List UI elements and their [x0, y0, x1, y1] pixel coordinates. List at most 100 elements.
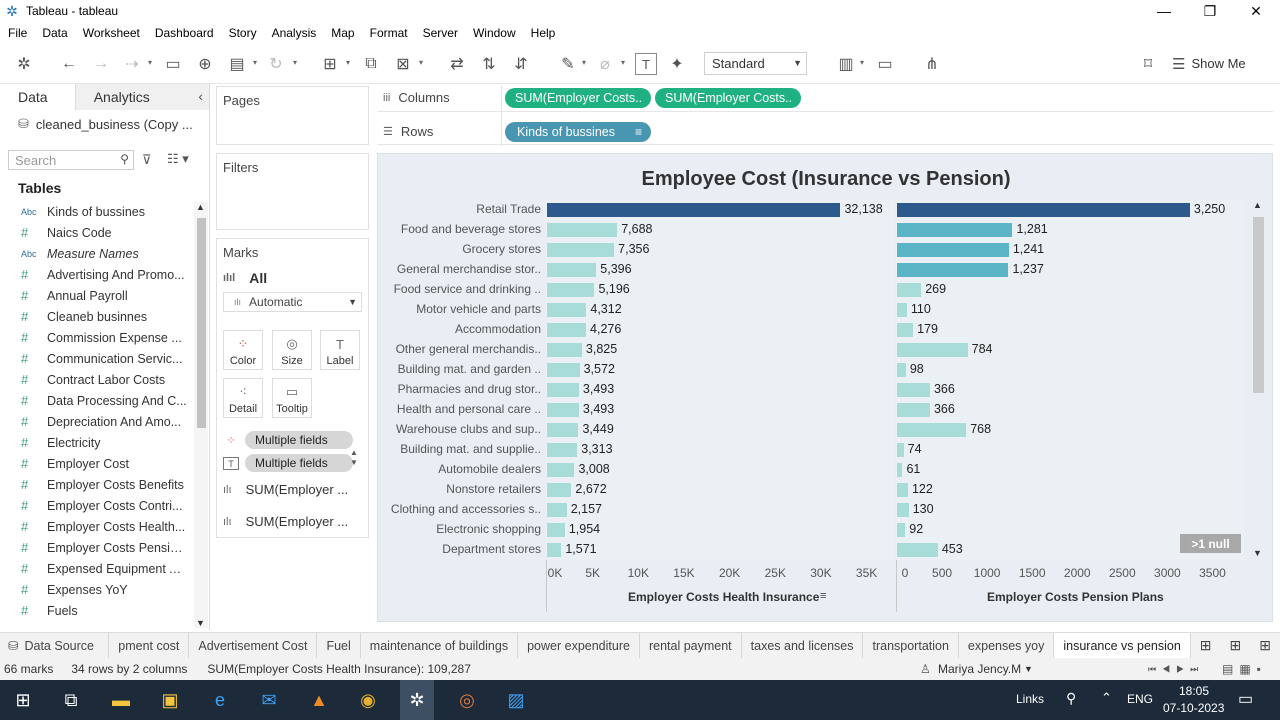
label-button[interactable]: T Label	[320, 330, 360, 370]
bar-mark[interactable]	[547, 543, 562, 557]
scroll-thumb[interactable]	[197, 218, 206, 428]
field-item[interactable]: # Data Processing And C...	[0, 390, 193, 411]
links-toolbar[interactable]: Links	[1016, 692, 1045, 706]
sheet-nav-icon[interactable]: ⏮◀▶⏭	[1148, 663, 1205, 674]
bar-mark[interactable]	[897, 323, 914, 337]
bar-mark[interactable]	[547, 363, 580, 377]
new-dashboard-tab-icon[interactable]: ⊞	[1229, 637, 1242, 653]
filters-card[interactable]: Filters	[216, 153, 369, 230]
row-label[interactable]: Accommodation	[454, 322, 541, 336]
row-label[interactable]: Retail Trade	[476, 202, 541, 216]
sheet-tab[interactable]: maintenance of buildings	[361, 632, 519, 659]
edge-icon[interactable]: e	[214, 689, 225, 710]
row-label[interactable]: Food service and drinking ..	[393, 282, 541, 296]
group-caret-icon[interactable]: ▾	[621, 58, 626, 67]
field-item[interactable]: # Commission Expense ...	[0, 327, 193, 348]
photos-icon[interactable]: ▨	[507, 689, 525, 710]
people-icon[interactable]: ⚲	[1066, 690, 1077, 706]
bar-mark[interactable]	[547, 203, 841, 217]
language-indicator[interactable]: ENG	[1127, 692, 1154, 706]
row-label[interactable]: Food and beverage stores	[400, 222, 541, 236]
group-icon[interactable]: ⌀	[600, 56, 610, 73]
bar-mark[interactable]	[897, 443, 904, 457]
measure-row-1[interactable]: ılı SUM(Employer ...	[223, 482, 348, 497]
row-label[interactable]: Electronic shopping	[436, 522, 541, 536]
detail-button[interactable]: ⁖ Detail	[223, 378, 263, 418]
chrome-icon[interactable]: ◉	[360, 689, 376, 710]
bar-mark[interactable]	[897, 543, 938, 557]
data-source-row[interactable]: ⛁ cleaned_business (Copy ...	[0, 110, 209, 138]
mark-type-select[interactable]: ılı Automatic ▼	[223, 292, 362, 312]
color-field-row[interactable]: ⁘ Multiple fields	[223, 431, 353, 449]
new-worksheet-tab-icon[interactable]: ⊞	[1199, 637, 1212, 653]
vlc-icon[interactable]: ▲	[310, 689, 328, 710]
field-item[interactable]: Abc Measure Names	[0, 243, 193, 264]
axis-title[interactable]: Employer Costs Health Insurance	[628, 590, 820, 604]
sheet-tab[interactable]: transportation	[863, 632, 959, 659]
user-caret-icon[interactable]: ▼	[1024, 664, 1033, 674]
column-pill-pension[interactable]: SUM(Employer Costs..	[655, 88, 801, 108]
bar-mark[interactable]	[897, 203, 1190, 217]
redo-icon[interactable]: →	[93, 55, 109, 72]
axis-title[interactable]: Employer Costs Pension Plans	[987, 590, 1164, 604]
menu-story[interactable]: Story	[228, 26, 257, 40]
menu-help[interactable]: Help	[530, 26, 556, 40]
bar-mark[interactable]	[897, 463, 903, 477]
sort-descending-icon[interactable]: ⇵	[514, 56, 528, 73]
app-icon[interactable]: ◎	[459, 689, 475, 710]
tab-data-source[interactable]: ⛁ Data Source	[0, 632, 110, 659]
bar-mark[interactable]	[547, 323, 587, 337]
color-button[interactable]: ⁘ Color	[223, 330, 263, 370]
save-icon[interactable]: ▭	[165, 56, 181, 73]
sheet-tab[interactable]: taxes and licenses	[742, 632, 864, 659]
pill-scroll-icon[interactable]: ▲ ▼	[350, 448, 358, 467]
measure-row-2[interactable]: ılı SUM(Employer ...	[223, 514, 348, 529]
row-label[interactable]: Clothing and accessories s..	[390, 502, 541, 516]
sheet-tab[interactable]: rental payment	[640, 632, 742, 659]
field-search-input[interactable]: Search ⚲	[8, 150, 134, 170]
scroll-up-icon[interactable]: ▲	[1253, 200, 1262, 210]
label-field-pill[interactable]: Multiple fields	[245, 454, 353, 472]
file-explorer-icon[interactable]: ▬	[112, 689, 130, 710]
new-worksheet-icon[interactable]: ⊞	[323, 56, 337, 73]
bar-mark[interactable]	[897, 263, 1009, 277]
field-item[interactable]: Abc Kinds of bussines	[0, 201, 193, 222]
field-item[interactable]: # Employer Costs Health...	[0, 516, 193, 537]
bar-mark[interactable]	[897, 523, 906, 537]
color-field-pill[interactable]: Multiple fields	[245, 431, 353, 449]
bar-mark[interactable]	[897, 303, 907, 317]
fit-select[interactable]: Standard ▼	[704, 52, 807, 75]
field-item[interactable]: # Contract Labor Costs	[0, 369, 193, 390]
show-cards-icon[interactable]: ▥	[838, 56, 854, 73]
bar-mark[interactable]	[547, 443, 578, 457]
bar-mark[interactable]	[547, 283, 595, 297]
marks-all-row[interactable]: ılıl All	[223, 270, 267, 286]
bar-mark[interactable]	[547, 263, 597, 277]
pause-updates-icon[interactable]: ▤	[229, 56, 245, 73]
sheet-tab[interactable]: Advertisement Cost	[189, 632, 318, 659]
notification-icon[interactable]: ▭	[1238, 691, 1254, 708]
show-labels-icon[interactable]: T	[635, 53, 657, 75]
row-label[interactable]: Building mat. and supplie..	[400, 442, 541, 456]
refresh-caret-icon[interactable]: ▾	[293, 58, 298, 67]
size-button[interactable]: ◎ Size	[272, 330, 312, 370]
swap-icon[interactable]: ⇄	[450, 56, 464, 73]
field-item[interactable]: # Expenses YoY	[0, 579, 193, 600]
store-icon[interactable]: ▣	[161, 689, 179, 710]
refresh-icon[interactable]: ↻	[269, 56, 283, 73]
new-story-tab-icon[interactable]: ⊞	[1259, 637, 1271, 653]
tooltip-pin-icon[interactable]: ⌑	[1143, 56, 1153, 73]
field-item[interactable]: # Employer Cost	[0, 453, 193, 474]
row-label[interactable]: Grocery stores	[462, 242, 541, 256]
field-item[interactable]: # Naics Code	[0, 222, 193, 243]
field-item[interactable]: # Employer Costs Pensio...	[0, 537, 193, 558]
duplicate-icon[interactable]: ⧉	[365, 55, 377, 72]
row-label[interactable]: Motor vehicle and parts	[416, 302, 541, 316]
bar-mark[interactable]	[547, 483, 572, 497]
clear-sheet-icon[interactable]: ⊠	[396, 56, 410, 73]
field-item[interactable]: # Annual Payroll	[0, 285, 193, 306]
row-label[interactable]: Pharmacies and drug stor..	[397, 382, 541, 396]
user-name[interactable]: Mariya Jency.M	[938, 662, 1022, 676]
row-label[interactable]: Department stores	[442, 542, 541, 556]
pause-caret-icon[interactable]: ▾	[253, 58, 258, 67]
